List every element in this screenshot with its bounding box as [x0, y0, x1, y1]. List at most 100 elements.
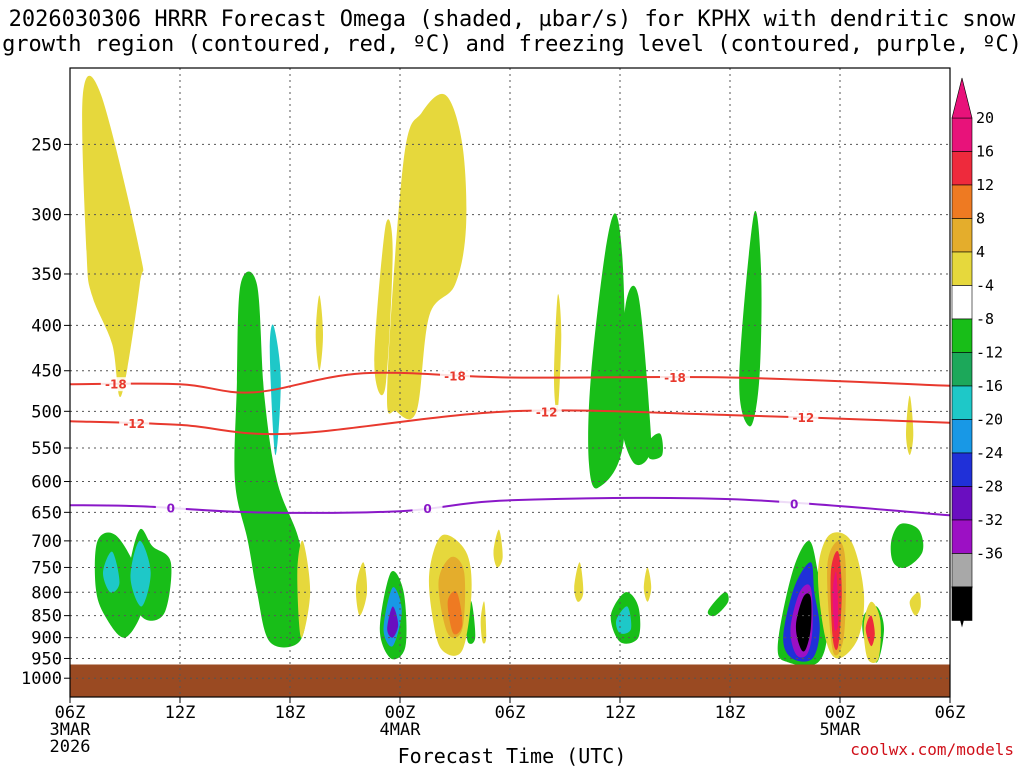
- colorbar-label: -24: [976, 444, 1003, 462]
- y-tick-label: 400: [31, 316, 62, 336]
- y-tick-label: 350: [31, 265, 62, 285]
- x-tick-label: 06Z: [55, 703, 86, 723]
- site-credit[interactable]: coolwx.com/models: [850, 740, 1014, 759]
- omega-region-rise-early-upper: [82, 75, 144, 398]
- isotherm-label-bg: [155, 500, 186, 515]
- y-tick-label: 500: [31, 402, 62, 422]
- x-tick-date: 3MAR: [50, 720, 92, 740]
- isotherm-contours: -18 -18 -18 -12 -12 -12 0 0 0: [69, 368, 951, 517]
- y-tick-label: 600: [31, 473, 62, 493]
- colorbar-label: -12: [976, 344, 1003, 362]
- colorbar-swatch: [951, 117, 973, 152]
- colorbar-swatch: [951, 151, 973, 186]
- colorbar-label: -28: [976, 478, 1003, 496]
- omega-region-core-21z-black: [795, 593, 812, 652]
- isotherm-label-bg: [779, 496, 810, 511]
- colorbar-label: -16: [976, 377, 1003, 395]
- omega-region-sink-18z-lower: [707, 592, 729, 617]
- x-tick-label: 00Z: [385, 703, 416, 723]
- isotherm-label: -12: [792, 411, 814, 425]
- omega-region-sink-18z-upper: [739, 210, 762, 427]
- x-tick-label: 06Z: [495, 703, 526, 723]
- y-tick-label: 450: [31, 362, 62, 382]
- omega-region-rise-01z-red: [865, 615, 875, 647]
- colorbar-swatch: [951, 218, 973, 253]
- chart-title-line1: 2026030306 HRRR Forecast Omega (shaded, …: [8, 7, 1016, 32]
- colorbar-swatch: [951, 385, 973, 420]
- omega-region-core-07z-cyan: [130, 540, 151, 607]
- omega-region-rise-03z5mar: [906, 395, 914, 455]
- y-tick-label: 550: [31, 439, 62, 459]
- colorbar-label: -4: [976, 277, 994, 295]
- y-tick-label: 950: [31, 649, 62, 669]
- colorbar-label: 8: [976, 210, 985, 228]
- isotherm-label: -18: [664, 371, 686, 385]
- colorbar-swatch: [951, 486, 973, 521]
- colorbar-label: 4: [976, 243, 985, 261]
- colorbar-label: 16: [976, 143, 994, 161]
- omega-region-sink-14z-upper: [619, 285, 652, 466]
- colorbar-label: 12: [976, 176, 994, 194]
- x-tick-label: 18Z: [275, 703, 306, 723]
- omega-region-sink-06z-core: [234, 271, 307, 648]
- colorbar-label: -32: [976, 511, 1003, 529]
- omega-region-rise-23z-pink: [832, 571, 839, 631]
- colorbar-swatch: [951, 519, 973, 554]
- omega-region-rise-10z: [554, 294, 562, 413]
- y-tick-label: 700: [31, 532, 62, 552]
- omega-shading: [82, 75, 924, 666]
- isotherm-label: 0: [790, 497, 798, 511]
- x-tick-label: 00Z: [825, 703, 856, 723]
- colorbar-label: -36: [976, 545, 1003, 563]
- y-tick-label: 800: [31, 583, 62, 603]
- y-tick-label: 300: [31, 206, 62, 226]
- colorbar-top-arrow: [951, 77, 973, 119]
- isotherm-label-bg: [660, 370, 690, 385]
- isotherm-label-bg: [531, 404, 562, 419]
- colorbar-label: -20: [976, 411, 1003, 429]
- grid-lines: [69, 68, 951, 697]
- isotherm-label: -18: [444, 369, 466, 383]
- isotherm-label-bg: [788, 410, 819, 425]
- x-tick-label: 06Z: [935, 703, 966, 723]
- colorbar-swatch: [951, 318, 973, 353]
- isotherm-label: 0: [423, 502, 431, 516]
- x-axis-label: Forecast Time (UTC): [397, 744, 627, 768]
- omega-region-sink-03z5mar: [890, 523, 924, 568]
- omega-region-rise-20z: [315, 295, 323, 371]
- isotherm-label: -12: [123, 417, 145, 431]
- omega-region-rise-02z-strip: [480, 601, 487, 644]
- isotherm-label-bg: [119, 416, 150, 431]
- omega-region-rise-04z-5mar: [909, 592, 921, 616]
- colorbar: 20 16 12 8 4 -4 -8 -12 -16 -20 -24 -28 -32 -36: [951, 77, 1003, 628]
- x-tick-label: 18Z: [715, 703, 746, 723]
- colorbar-swatch: [951, 184, 973, 219]
- omega-region-sink-12z-upper: [588, 213, 626, 489]
- isotherm--12C: [69, 409, 951, 436]
- colorbar-swatch: [951, 352, 973, 387]
- y-tick-label: 750: [31, 558, 62, 578]
- omega-region-rise-02z-deep: [447, 591, 463, 635]
- x-tick-label: 12Z: [605, 703, 636, 723]
- isotherm-label-bg: [440, 368, 470, 383]
- colorbar-swatch: [951, 419, 973, 454]
- omega-region-core-06z-cyan2: [102, 551, 120, 593]
- omega-region-rise-03z: [493, 529, 503, 568]
- colorbar-bottom-arrow: [951, 586, 973, 628]
- y-tick-label: 650: [31, 503, 62, 523]
- isotherm--18C: [69, 371, 951, 394]
- omega-region-sink-13z-upper: [647, 433, 664, 460]
- omega-region-rise-21z-small: [355, 562, 368, 616]
- isotherm-label: -12: [536, 405, 558, 419]
- omega-region-rise-00z-upper: [387, 93, 467, 420]
- x-tick-label: 12Z: [165, 703, 196, 723]
- y-tick-label: 850: [31, 607, 62, 627]
- chart-title-line2: growth region (contoured, red, ºC) and f…: [2, 32, 1022, 57]
- colorbar-swatch: [951, 553, 973, 588]
- colorbar-swatch: [951, 285, 973, 320]
- y-tick-label: 1000: [21, 669, 62, 689]
- isotherm-label: 0: [167, 501, 175, 515]
- x-tick-date: 4MAR: [380, 720, 422, 740]
- omega-region-rise-15z-small: [297, 540, 311, 638]
